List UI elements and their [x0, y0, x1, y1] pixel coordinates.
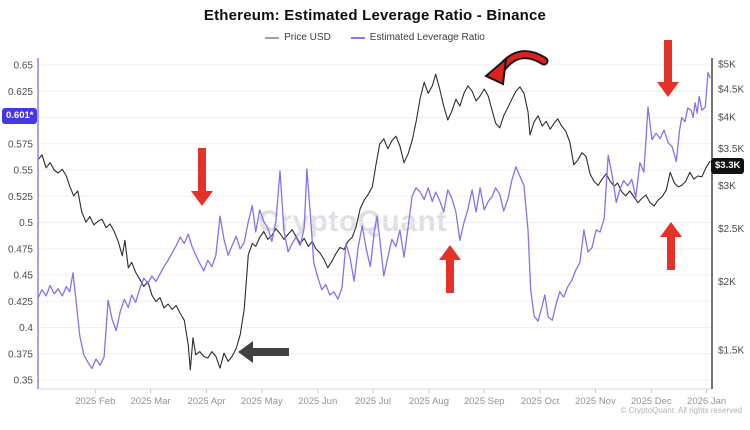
right-axis-label: $1.5K — [718, 346, 744, 357]
left-axis-label: 0.375 — [8, 349, 33, 360]
right-axis-label: $4K — [718, 113, 736, 124]
curved-arrow-head — [484, 56, 508, 86]
left-axis-label: 0.65 — [14, 61, 34, 72]
x-axis-label: 2025 Oct — [521, 396, 560, 407]
right-axis-label: $2.5K — [718, 224, 744, 235]
price-legend-label: Price USD — [284, 32, 331, 43]
leverage-legend-swatch — [350, 36, 365, 39]
right-axis-label: $2K — [718, 277, 736, 288]
x-axis-label: 2025 Apr — [187, 396, 225, 407]
red-arrow-down-head — [191, 191, 213, 206]
price-legend-swatch — [265, 36, 280, 39]
leverage-line[interactable] — [37, 71, 711, 370]
right-axis-label: $4.5K — [718, 85, 744, 96]
left-axis-label: 0.5 — [19, 218, 33, 229]
legend-item-leverage[interactable]: Estimated Leverage Ratio — [350, 32, 485, 43]
left-axis-label: 0.625 — [8, 87, 33, 98]
x-axis-label: 2025 Sep — [464, 396, 505, 407]
right-axis-label: $3.5K — [718, 144, 744, 155]
left-axis-label: 0.45 — [14, 271, 34, 282]
red-arrow-up-head — [439, 245, 461, 260]
x-axis-label: 2025 Dec — [631, 396, 672, 407]
x-axis-label: 2025 Jul — [355, 396, 391, 407]
left-axis-label: 0.4 — [19, 323, 33, 334]
legend: Price USD Estimated Leverage Ratio — [0, 32, 750, 43]
right-axis-label: $5K — [718, 60, 736, 71]
x-axis-label: 2025 Nov — [575, 396, 616, 407]
right-axis-label: $3K — [718, 181, 736, 192]
left-axis-label: 0.425 — [8, 297, 33, 308]
leverage-legend-label: Estimated Leverage Ratio — [369, 32, 485, 43]
leverage-current-badge: 0.601* — [2, 108, 38, 124]
left-axis-label: 0.35 — [14, 376, 34, 387]
red-arrow-up-head — [660, 222, 682, 237]
red-arrow-down-head — [657, 82, 679, 97]
left-axis-label: 0.575 — [8, 139, 33, 150]
page-title: Ethereum: Estimated Leverage Ratio - Bin… — [203, 7, 547, 24]
legend-item-price[interactable]: Price USD — [265, 32, 331, 43]
x-axis-label: 2025 May — [241, 396, 283, 407]
left-axis-label: 0.475 — [8, 244, 33, 255]
copyright-attribution: © CryptoQuant. All rights reserved — [620, 406, 743, 415]
left-axis-label: 0.55 — [14, 166, 34, 177]
price-current-badge: $3.3K — [711, 158, 745, 174]
left-axis-label: 0.525 — [8, 192, 33, 203]
x-axis-label: 2025 Feb — [75, 396, 115, 407]
x-axis-label: 2026 Jan — [687, 396, 726, 407]
gray-arrow-left-head — [238, 341, 253, 363]
price-line[interactable] — [37, 73, 711, 371]
x-axis-label: 2025 Jun — [298, 396, 337, 407]
x-axis-label: 2025 Mar — [130, 396, 170, 407]
x-axis-label: 2025 Aug — [409, 396, 449, 407]
